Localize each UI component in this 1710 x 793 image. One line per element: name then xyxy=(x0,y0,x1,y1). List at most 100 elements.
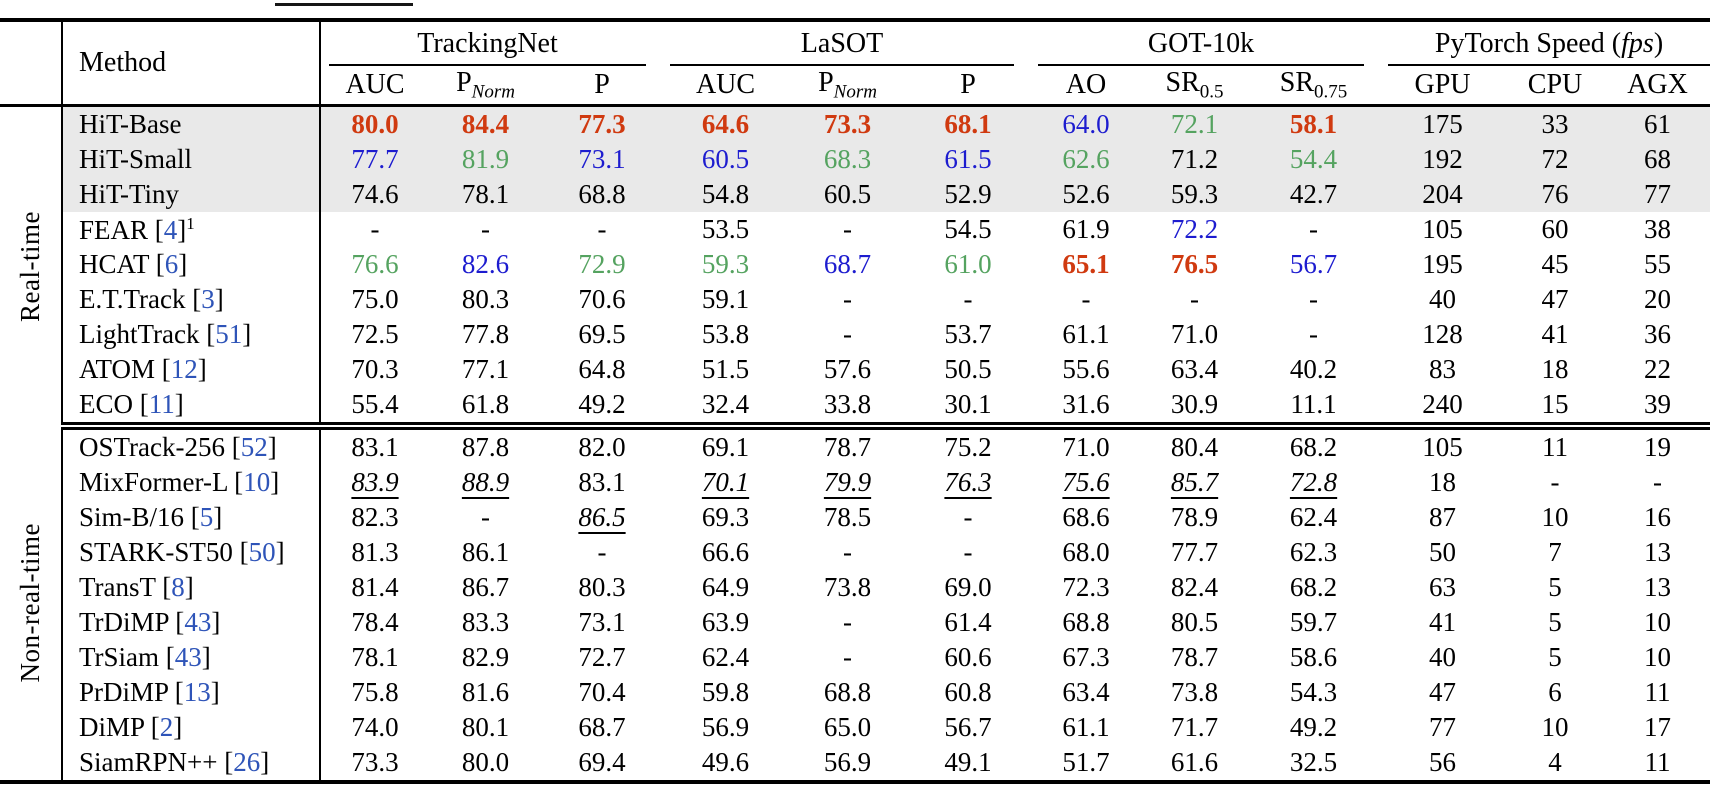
value-cell: 68.8 xyxy=(1062,607,1110,637)
value-cell: 84.4 xyxy=(429,105,542,142)
value-cell: 61.8 xyxy=(429,387,542,430)
value-cell: 16 xyxy=(1644,502,1672,532)
citation-link[interactable]: 8 xyxy=(171,572,185,602)
table-row: Real-time HiT-Base 80.0 84.4 77.3 64.6 73.3 68.… xyxy=(0,105,1710,426)
value-cell: 33 xyxy=(1505,105,1606,142)
value-cell: 76 xyxy=(1505,177,1606,212)
value-cell: 72.8 xyxy=(1289,467,1338,497)
column-header: CPU xyxy=(1505,66,1606,107)
value-cell: 83.1 xyxy=(351,432,399,462)
citation-link[interactable]: 43 xyxy=(184,607,212,637)
value-cell: 69.0 xyxy=(944,572,992,602)
table-row: Sim-B/16 [5] 82.3 - 86.5 69.3 78.5 - 68.6 78.9 62… xyxy=(0,500,1710,535)
value-cell: 22 xyxy=(1644,354,1672,384)
value-cell: 58.1 xyxy=(1247,105,1381,142)
value-cell: 40 xyxy=(1429,642,1457,672)
citation-link[interactable]: 12 xyxy=(170,354,198,384)
value-cell: 71.0 xyxy=(1170,319,1219,349)
value-cell: 70.3 xyxy=(351,354,399,384)
value-cell: 18 xyxy=(1429,467,1457,497)
citation-link[interactable]: 11 xyxy=(148,389,175,419)
table-row: ATOM [12] 70.3 77.1 64.8 51.5 57.6 50.5 55.6 63.… xyxy=(0,352,1710,387)
table-row: E.T.Track [3] 75.0 80.3 70.6 59.1 - - - - - 40 47 20 xyxy=(0,282,1710,317)
value-cell: 83 xyxy=(1429,354,1457,384)
value-cell: 51.7 xyxy=(1062,747,1110,777)
value-cell: 18 xyxy=(1541,354,1569,384)
value-cell: 41 xyxy=(1541,319,1569,349)
value-cell: 5 xyxy=(1548,572,1562,602)
citation-link[interactable]: 51 xyxy=(215,319,243,349)
citation-link[interactable]: 4 xyxy=(163,214,178,245)
method-cell: HCAT [6] xyxy=(62,247,321,282)
value-cell: - xyxy=(843,642,852,672)
value-cell: 13 xyxy=(1644,572,1672,602)
citation-link[interactable]: 2 xyxy=(159,712,174,742)
column-header: SR0.75 xyxy=(1247,66,1381,107)
citation-link[interactable]: 3 xyxy=(201,284,215,314)
value-cell: 82.4 xyxy=(1170,572,1219,602)
citation-link[interactable]: 10 xyxy=(243,467,271,497)
method-cell: ATOM [12] xyxy=(62,352,321,387)
citation-link[interactable]: 6 xyxy=(164,249,179,279)
value-cell: 68 xyxy=(1605,142,1710,177)
value-cell: 65.1 xyxy=(1062,249,1110,279)
value-cell: 63.4 xyxy=(1170,354,1219,384)
value-cell: 105 xyxy=(1422,432,1463,462)
value-cell: 75.6 xyxy=(1062,467,1110,497)
citation-link[interactable]: 13 xyxy=(183,677,211,707)
value-cell: 60.6 xyxy=(944,642,992,672)
value-cell: 59.3 xyxy=(1142,177,1248,212)
corner-cell xyxy=(0,20,63,107)
value-cell: 47 xyxy=(1541,284,1569,314)
value-cell: 54.8 xyxy=(662,177,789,212)
column-header: AUC xyxy=(320,66,429,107)
value-cell: 5 xyxy=(1548,642,1562,672)
citation-link[interactable]: 43 xyxy=(174,642,202,672)
value-cell: 32.5 xyxy=(1289,747,1338,777)
value-cell: 20 xyxy=(1644,284,1672,314)
value-cell: 55.4 xyxy=(320,387,429,430)
value-cell: 73.1 xyxy=(578,607,626,637)
value-cell: 54.3 xyxy=(1289,677,1338,707)
section-label: Non-real-time xyxy=(15,523,45,683)
value-cell: 74.6 xyxy=(320,177,429,212)
value-cell: 69.1 xyxy=(701,432,750,462)
value-cell: 10 xyxy=(1644,607,1672,637)
group-header-2: GOT-10k xyxy=(1030,20,1380,66)
column-header: P xyxy=(542,66,662,107)
group-header-3: PyTorch Speed (fps) xyxy=(1380,20,1710,66)
citation-link[interactable]: 52 xyxy=(240,432,268,462)
method-column-header: Method xyxy=(62,20,321,107)
value-cell: 77.1 xyxy=(461,354,510,384)
value-cell: 68.7 xyxy=(823,249,872,279)
value-cell: 68.0 xyxy=(1062,537,1110,567)
value-cell: 77.7 xyxy=(1170,537,1219,567)
value-cell: 10 xyxy=(1541,712,1569,742)
method-cell: MixFormer-L [10] xyxy=(62,465,321,500)
value-cell: 5 xyxy=(1548,607,1562,637)
value-cell: 80.3 xyxy=(578,572,626,602)
value-cell: 80.4 xyxy=(1170,432,1219,462)
value-cell: 80.1 xyxy=(461,712,510,742)
value-cell: 63 xyxy=(1429,572,1457,602)
value-cell: 86.5 xyxy=(578,502,626,532)
citation-link[interactable]: 50 xyxy=(248,537,276,567)
value-cell: 11.1 xyxy=(1247,387,1381,430)
value-cell: 30.1 xyxy=(906,387,1031,430)
group-header-1: LaSOT xyxy=(662,20,1030,66)
value-cell: 50.5 xyxy=(944,354,992,384)
value-cell: 78.7 xyxy=(823,432,872,462)
method-cell: FEAR [4]1 xyxy=(62,212,321,247)
cropped-underline-rule xyxy=(275,3,413,6)
citation-link[interactable]: 5 xyxy=(199,502,214,532)
citation-link[interactable]: 26 xyxy=(233,747,261,777)
value-cell: 73.8 xyxy=(1170,677,1219,707)
value-cell: 80.3 xyxy=(461,284,510,314)
value-cell: 59.3 xyxy=(701,249,750,279)
value-cell: - xyxy=(1309,284,1319,314)
value-cell: 81.3 xyxy=(351,537,399,567)
value-cell: 61 xyxy=(1605,105,1710,142)
value-cell: 63.4 xyxy=(1062,677,1110,707)
value-cell: - xyxy=(843,607,852,637)
